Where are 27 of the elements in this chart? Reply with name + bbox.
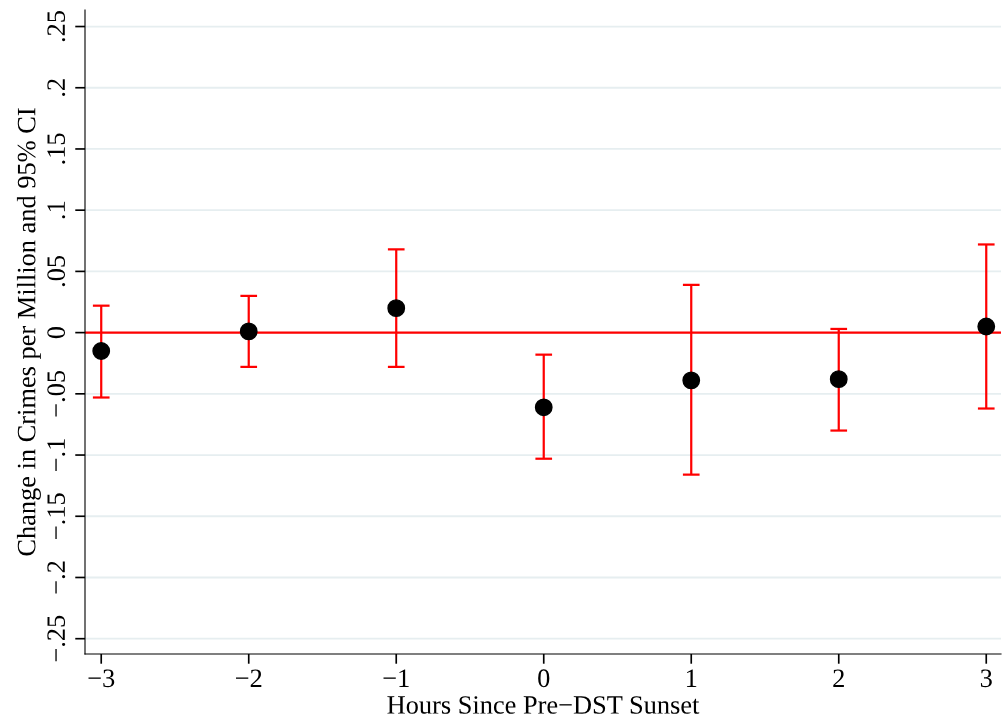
- x-axis-title: Hours Since Pre−DST Sunset: [387, 696, 700, 714]
- x-tick-label: −3: [88, 669, 115, 688]
- y-tick-label: .25: [47, 11, 66, 42]
- y-tick-label: −.05: [47, 370, 66, 417]
- x-tick-label: 0: [538, 669, 550, 688]
- y-tick-label: .05: [47, 255, 66, 287]
- x-tick-label: 2: [833, 669, 844, 687]
- x-tick-label: 3: [980, 669, 992, 688]
- y-tick-label: .2: [47, 79, 66, 96]
- y-tick-label: .1: [47, 201, 66, 219]
- point: [239, 322, 258, 341]
- y-axis-title: Change in Crimes per Million and 95% CI: [16, 108, 41, 556]
- point: [682, 371, 701, 390]
- point: [829, 370, 848, 389]
- y-tick-label: −.2: [47, 561, 66, 594]
- y-tick-label: .15: [47, 133, 66, 164]
- y-tick-label: −.25: [47, 615, 66, 662]
- y-tick-label: −.1: [47, 439, 66, 472]
- x-tick-label: −1: [383, 669, 409, 687]
- point: [534, 398, 553, 417]
- y-tick-label: 0: [47, 327, 66, 339]
- point: [387, 299, 406, 318]
- x-tick-label: 1: [686, 669, 697, 687]
- x-tick-label: −2: [236, 669, 262, 687]
- point: [92, 342, 111, 360]
- y-tick-label: −.15: [47, 493, 66, 539]
- point: [977, 317, 996, 336]
